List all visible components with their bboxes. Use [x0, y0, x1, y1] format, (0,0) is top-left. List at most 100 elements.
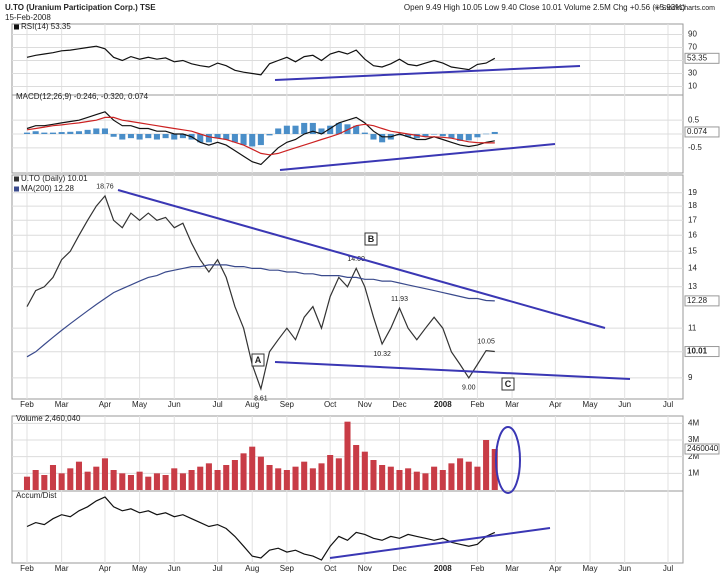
- bar: [266, 465, 273, 490]
- bar: [396, 470, 403, 490]
- bar: [188, 470, 195, 490]
- wave-label: A: [255, 355, 262, 365]
- series-line: [26, 264, 495, 358]
- data-label: 10.05: [477, 338, 495, 345]
- bar: [292, 466, 299, 490]
- panel-frame: [11, 490, 684, 564]
- x-tick-label: Jun: [168, 564, 181, 573]
- last-value: 0.074: [687, 127, 708, 136]
- bar: [422, 134, 429, 137]
- y-tick-label: 0.5: [688, 115, 700, 124]
- last-value: 10.01: [687, 347, 708, 356]
- x-tick-label: Jul: [663, 400, 673, 409]
- x-tick-label: Feb: [20, 400, 34, 409]
- bar: [93, 128, 100, 134]
- bar: [361, 451, 368, 490]
- bar: [23, 476, 31, 490]
- bar: [353, 445, 360, 490]
- last-value-box: [684, 295, 720, 307]
- bar: [67, 131, 74, 134]
- bar: [405, 134, 412, 137]
- series-line: [26, 496, 496, 561]
- bar: [153, 473, 160, 490]
- bar: [448, 134, 455, 139]
- bar: [491, 131, 498, 134]
- bar: [283, 470, 290, 490]
- bar: [379, 465, 386, 490]
- bar: [491, 448, 498, 490]
- series-line: [26, 194, 495, 392]
- bar: [223, 134, 230, 140]
- legend-entry: MA(200) 12.28: [21, 184, 74, 193]
- x-tick-label: Jun: [168, 400, 181, 409]
- data-label: 9.00: [462, 385, 476, 392]
- y-tick-label: 18: [688, 201, 697, 210]
- bar: [483, 440, 490, 490]
- y-tick-label: 3M: [688, 435, 699, 444]
- bar: [249, 446, 256, 490]
- y-tick-label: 2M: [688, 452, 699, 461]
- y-tick-label: 9: [688, 373, 693, 382]
- bar: [162, 475, 169, 490]
- bar: [483, 133, 490, 135]
- bar: [205, 463, 212, 490]
- x-tick-label: Aug: [245, 400, 259, 409]
- x-tick-label: May: [582, 564, 597, 573]
- series-line: [26, 45, 496, 76]
- bar: [179, 134, 186, 139]
- bar: [379, 134, 386, 143]
- panel-title: MACD(12,26,9) -0.246, -0.320, 0.074: [16, 92, 149, 101]
- x-tick-label: Jul: [212, 564, 222, 573]
- legend-swatch: [14, 24, 19, 30]
- bar: [413, 471, 420, 490]
- bar: [58, 473, 65, 490]
- y-tick-label: 15: [688, 246, 697, 255]
- bar: [275, 468, 282, 490]
- bar: [335, 458, 342, 490]
- bar: [448, 463, 455, 490]
- volume-circle: [495, 426, 521, 494]
- x-tick-label: Jun: [618, 400, 631, 409]
- bar: [431, 134, 438, 135]
- quote: Open 9.49 High 10.05 Low 9.40 Close 10.0…: [404, 3, 685, 12]
- upper-trendline: [117, 189, 606, 329]
- bar: [49, 465, 57, 490]
- x-tick-label: 2008: [434, 400, 452, 409]
- data-label: 14.00: [347, 256, 365, 263]
- bar: [301, 122, 308, 134]
- x-tick-label: Feb: [20, 564, 34, 573]
- bar: [465, 461, 472, 490]
- y-tick-label: 1M: [688, 468, 699, 477]
- lower-trendline: [274, 361, 631, 380]
- bar: [110, 134, 117, 137]
- bar: [457, 458, 464, 490]
- last-value-box: [684, 443, 720, 455]
- data-label: 11.93: [391, 296, 408, 303]
- bar: [387, 466, 394, 490]
- bar: [41, 132, 48, 134]
- bar: [301, 461, 308, 490]
- bar: [171, 468, 178, 490]
- bar: [318, 128, 325, 134]
- bar: [335, 122, 342, 134]
- bar: [41, 475, 48, 490]
- bar: [240, 134, 247, 146]
- symbol-title: U.TO (Uranium Participation Corp.) TSE: [5, 3, 156, 12]
- bar: [153, 134, 160, 140]
- x-tick-label: May: [582, 400, 597, 409]
- bar: [127, 475, 134, 490]
- x-tick-label: Apr: [549, 400, 562, 409]
- y-tick-label: 14: [688, 264, 697, 273]
- x-tick-label: Dec: [392, 400, 406, 409]
- bar: [457, 134, 464, 141]
- x-tick-label: Jul: [212, 400, 222, 409]
- x-tick-label: Nov: [358, 564, 372, 573]
- bar: [171, 134, 178, 140]
- y-tick-label: 10: [688, 82, 697, 91]
- bar: [257, 134, 264, 146]
- bar: [231, 134, 238, 143]
- bar: [249, 134, 256, 147]
- last-value: 2460040: [687, 444, 719, 453]
- bar: [361, 132, 368, 134]
